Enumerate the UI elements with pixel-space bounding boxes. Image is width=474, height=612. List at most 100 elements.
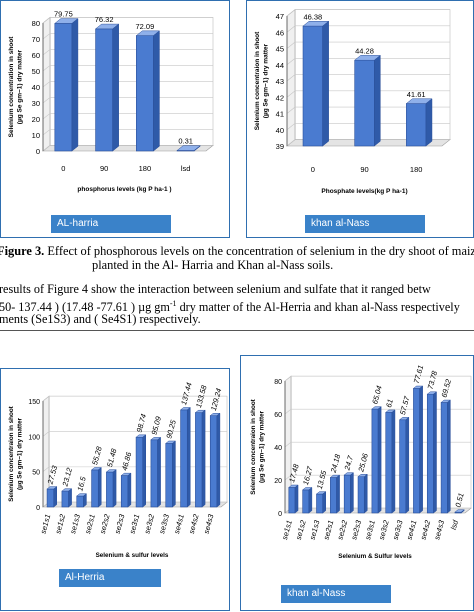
x-tick-label: se4s1 [405, 519, 419, 541]
bar-se1s3 [315, 491, 327, 514]
bar-lsd [176, 145, 201, 152]
chart-svg-4: 02040608017.48se1s116.27se1s213.55se1s32… [250, 364, 472, 560]
y-tick-label: 100 [28, 434, 40, 441]
gridline [42, 395, 227, 402]
y-tick-label: 46 [276, 28, 284, 37]
x-tick-label: 180 [410, 165, 423, 174]
y-tick-label: 50 [32, 67, 40, 76]
figure-caption: Figure 3. Effect of phosphorous levels o… [0, 244, 474, 258]
body-text-line-3: ments (Se1S3) and ( Se4S1) respectively. [0, 312, 201, 326]
gridline [284, 474, 471, 481]
bar-se4s2 [194, 409, 206, 508]
section-divider [0, 330, 474, 331]
chart-svg-2: 39 40 41 42 43 44 45 46 47 46.38 0 44.28 90 41.61 180 P… [254, 8, 451, 195]
y-tick-label: 40 [276, 126, 284, 135]
y-tick-label: 80 [32, 19, 40, 28]
bar-se2s3 [357, 473, 368, 514]
gridline [286, 9, 450, 17]
x-tick-label: se1s2 [53, 512, 67, 534]
y-tick-label: 20 [32, 115, 40, 124]
data-label: 79.75 [54, 10, 73, 19]
bar-lsd [454, 509, 465, 514]
chart-panel-khan-al-nass-phosphate: 39 40 41 42 43 44 45 46 47 46.38 0 44.28 90 41.61 180 P… [246, 0, 474, 238]
gridline [286, 139, 450, 147]
figure-caption-label: Figure 3. [0, 244, 45, 258]
chart-panel-khan-al-nass-interaction: 0 20 40 60 80 17.48 se1s1 16.27 se1s2 13.55 se1s3 2… [240, 355, 474, 611]
y-tick-label: 40 [274, 445, 282, 452]
x-tick-label: se4s3 [202, 512, 216, 534]
x-tick-label: se1s3 [68, 512, 82, 534]
panel-label-khan-al-nass-2: khan al-Nass [281, 585, 391, 603]
y-tick-label: 60 [274, 412, 282, 419]
y-tick-label: 80 [274, 379, 282, 386]
data-label: 76.32 [95, 15, 114, 24]
y-tick-label: 43 [276, 77, 284, 86]
bar-se3s1 [371, 406, 382, 514]
y-tick-label: 70 [32, 35, 40, 44]
data-label: 46.38 [303, 12, 322, 21]
body-text-range-tail: dry matter of the Al-Herria and khan al-… [176, 300, 460, 315]
y-tick-label: 60 [32, 51, 40, 60]
x-tick-label: se4s2 [187, 512, 201, 534]
bar-0 [54, 18, 79, 152]
x-tick-label: se2s2 [98, 512, 112, 534]
bar-se1s2 [61, 488, 73, 508]
gridline [286, 106, 450, 114]
bar-se4s1 [179, 406, 191, 508]
y-tick-label: 39 [276, 142, 284, 151]
gridline [284, 441, 471, 448]
gridline [286, 123, 450, 130]
panel-label-al-herria: Al-Herria [59, 569, 161, 587]
y-tick-label: 50 [32, 470, 40, 477]
y-tick-label: 20 [274, 478, 282, 485]
bar-90 [353, 54, 382, 147]
bar-se2s2 [105, 469, 117, 508]
gridline [42, 431, 227, 437]
data-label: 0.31 [178, 137, 193, 146]
body-text-line-2: 50- 137.44 ) (17.48 -77.61 ) µg gm-1 dry… [0, 297, 460, 315]
body-text-line-1: results of Figure 4 show the interaction… [0, 282, 431, 296]
gridline [286, 58, 450, 65]
bar-se1s1 [288, 484, 299, 514]
data-label: 72.09 [135, 22, 154, 31]
x-tick-label: 0 [311, 165, 315, 174]
y-tick-label: 10 [32, 131, 40, 140]
gridline [42, 17, 213, 24]
x-tick-label: se2s2 [335, 518, 349, 540]
figure-caption-text: Effect of phosphorous levels on the conc… [44, 244, 474, 258]
y-axis-title: Selenium concentraion in shoot(µg Se gm−… [254, 31, 270, 130]
bar-0 [302, 20, 330, 147]
gridline [286, 41, 450, 49]
x-tick-label: se1s1 [38, 513, 52, 535]
x-axis-title: Selenium & Sulfur levels [338, 553, 412, 560]
bar-90 [94, 23, 120, 152]
y-tick-label: 40 [32, 83, 40, 92]
x-tick-label: se3s1 [127, 513, 141, 535]
x-axis-title: Phosphate levels(kg P ha-1) [321, 188, 407, 195]
x-tick-label: 90 [360, 165, 368, 174]
x-tick-label: 90 [100, 164, 108, 173]
bar-se3s3 [398, 416, 410, 514]
bar-se3s2 [150, 436, 162, 508]
y-tick-label: 45 [276, 45, 284, 54]
data-label: 61 [384, 398, 395, 408]
gridline [284, 375, 471, 382]
bar-se4s3 [209, 412, 221, 508]
x-tick-label: se3s1 [363, 519, 377, 541]
x-tick-label: se3s3 [391, 518, 405, 540]
data-label: 24.7 [342, 454, 355, 472]
x-tick-label: se2s1 [322, 519, 336, 541]
y-tick-label: 30 [32, 99, 40, 108]
chart-panel-al-harria-phosphorus: 0 10 20 30 40 50 60 70 80 79.75 0 76.32 90 72.09 180 0.… [0, 0, 230, 238]
x-tick-label: lsd [449, 518, 460, 530]
gridline [286, 90, 450, 98]
x-axis-title: phosphorus levels (kg P ha-1 ) [77, 186, 171, 193]
x-tick-label: se1s2 [294, 518, 308, 540]
y-tick-label: 150 [28, 399, 40, 406]
bar-se4s3 [440, 399, 452, 514]
x-tick-label: se2s3 [113, 512, 127, 534]
figure-caption-line2: planted in the Al- Harria and Khan al-Na… [92, 258, 334, 272]
y-tick-label: 0 [278, 511, 282, 518]
data-label: 16.5 [75, 475, 88, 492]
gridline [284, 408, 471, 415]
